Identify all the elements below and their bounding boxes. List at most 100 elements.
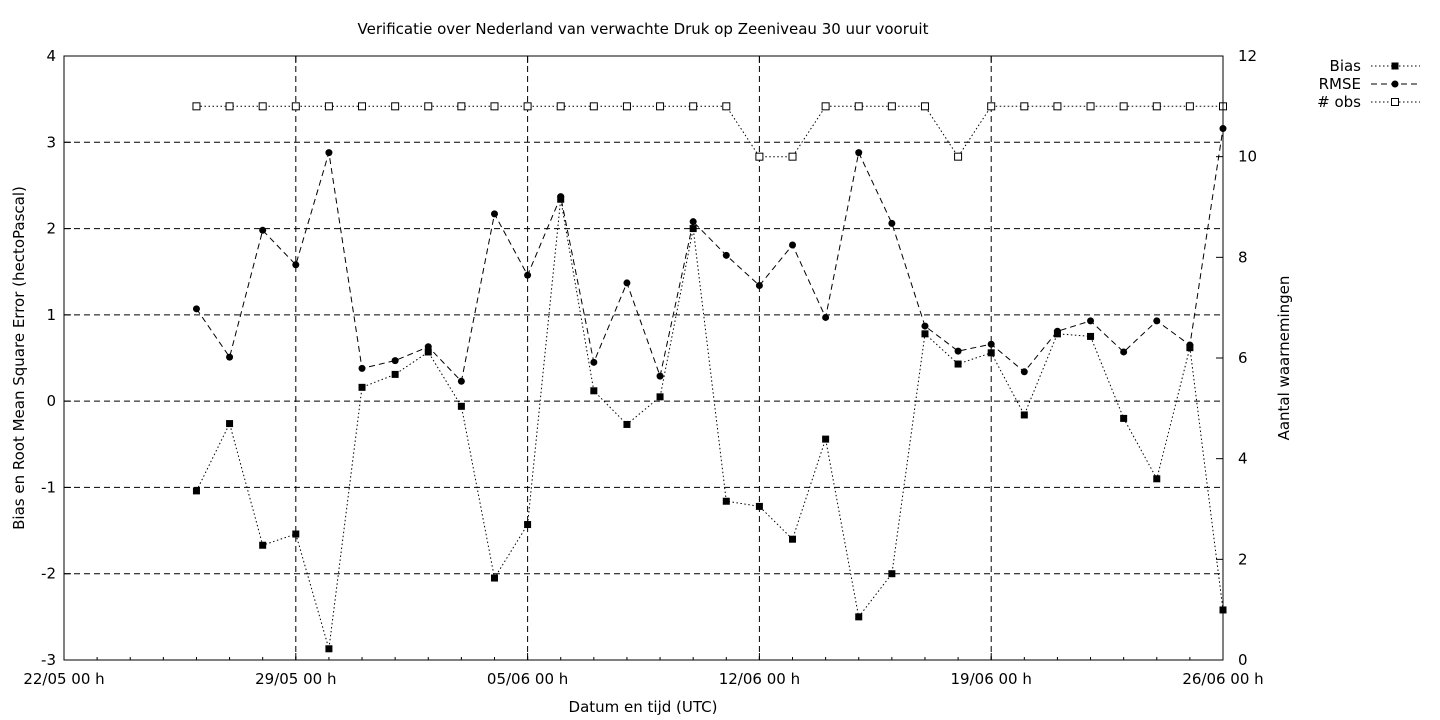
data-point-bias — [1153, 475, 1161, 483]
data-point-rmse — [1087, 317, 1095, 325]
data-point-bias — [259, 541, 267, 549]
data-point-rmse — [226, 353, 234, 361]
y2-tick-label: 4 — [1238, 450, 1248, 468]
data-point-obs — [722, 102, 731, 111]
data-point-obs — [656, 102, 665, 111]
data-point-obs — [225, 102, 234, 111]
y2-tick-label: 6 — [1238, 349, 1248, 367]
data-point-bias — [457, 402, 465, 410]
legend-label-bias: Bias — [1330, 57, 1362, 75]
series-line-rmse — [196, 128, 1224, 383]
data-point-rmse — [1153, 317, 1161, 325]
y-tick-label: -1 — [41, 478, 56, 496]
x-tick-label: 05/06 00 h — [487, 670, 568, 688]
data-point-bias — [789, 535, 797, 543]
series-obs — [192, 102, 1227, 161]
data-point-rmse — [921, 322, 929, 330]
data-point-rmse — [954, 347, 962, 355]
data-point-obs — [523, 102, 532, 111]
data-point-obs — [324, 102, 333, 111]
grid-lines — [64, 56, 1223, 660]
data-point-rmse — [987, 340, 995, 348]
data-point-obs — [1152, 102, 1161, 111]
data-point-bias — [954, 360, 962, 368]
data-point-obs — [1086, 102, 1095, 111]
data-point-obs — [192, 102, 201, 111]
data-point-bias — [888, 570, 896, 578]
data-point-bias — [490, 574, 498, 582]
series-line-obs — [196, 105, 1223, 158]
data-point-rmse — [292, 261, 300, 269]
data-point-obs — [1185, 102, 1194, 111]
x-axis-label: Datum en tijd (UTC) — [569, 698, 718, 716]
data-point-rmse — [1186, 341, 1194, 349]
x-tick-label: 22/05 00 h — [23, 670, 104, 688]
chart-title: Verificatie over Nederland van verwachte… — [358, 20, 929, 38]
y-tick-label: 2 — [46, 220, 56, 238]
data-point-bias — [524, 521, 532, 529]
data-point-bias — [1120, 414, 1128, 422]
data-point-obs — [391, 102, 400, 111]
data-point-obs — [854, 102, 863, 111]
data-point-obs — [821, 102, 830, 111]
data-point-rmse — [623, 279, 631, 287]
data-point-rmse — [722, 251, 730, 259]
data-point-rmse — [424, 343, 432, 351]
data-point-obs — [1053, 102, 1062, 111]
data-point-rmse — [325, 149, 333, 157]
data-point-bias — [722, 497, 730, 505]
data-point-bias — [987, 349, 995, 357]
plot-frame — [63, 55, 1224, 661]
y-tick-label: -3 — [41, 651, 56, 669]
data-point-obs — [424, 102, 433, 111]
x-tick-label: 29/05 00 h — [255, 670, 336, 688]
y-tick-label: 1 — [46, 306, 56, 324]
data-point-obs — [1119, 102, 1128, 111]
data-point-obs — [954, 152, 963, 161]
legend-marker-bias — [1391, 62, 1399, 70]
data-point-bias — [424, 348, 432, 356]
data-point-obs — [689, 102, 698, 111]
data-point-bias — [822, 435, 830, 443]
data-point-rmse — [656, 372, 664, 380]
data-point-rmse — [1053, 327, 1061, 335]
data-point-rmse — [192, 305, 200, 313]
data-point-rmse — [855, 149, 863, 157]
legend-marker-rmse — [1391, 80, 1399, 88]
legend-label-obs: # obs — [1317, 93, 1361, 111]
x-tick-label: 12/06 00 h — [719, 670, 800, 688]
series-line-bias — [196, 199, 1224, 649]
x-tick-label: 26/06 00 h — [1182, 670, 1263, 688]
data-point-bias — [391, 370, 399, 378]
data-point-bias — [292, 530, 300, 538]
data-point-rmse — [590, 358, 598, 366]
data-point-rmse — [490, 210, 498, 218]
y2-tick-label: 0 — [1238, 651, 1248, 669]
data-point-bias — [325, 645, 333, 653]
y-axis-label: Bias en Root Mean Square Error (hectoPas… — [10, 186, 28, 530]
y2-tick-label: 8 — [1238, 248, 1248, 266]
data-point-rmse — [524, 271, 532, 279]
data-point-bias — [590, 387, 598, 395]
data-point-rmse — [822, 313, 830, 321]
data-point-obs — [622, 102, 631, 111]
data-point-rmse — [1120, 348, 1128, 356]
data-point-rmse — [259, 226, 267, 234]
y2-tick-label: 10 — [1238, 148, 1257, 166]
data-point-obs — [490, 102, 499, 111]
data-point-obs — [920, 102, 929, 111]
data-point-bias — [755, 502, 763, 510]
legend-marker-obs — [1391, 98, 1399, 106]
data-point-bias — [1087, 332, 1095, 340]
data-point-bias — [192, 487, 200, 495]
legend-label-rmse: RMSE — [1319, 75, 1361, 93]
data-point-obs — [291, 102, 300, 111]
series-bias — [192, 195, 1227, 653]
y2-tick-label: 12 — [1238, 47, 1257, 65]
data-point-obs — [258, 102, 267, 111]
data-point-rmse — [557, 193, 565, 201]
data-point-rmse — [457, 377, 465, 385]
